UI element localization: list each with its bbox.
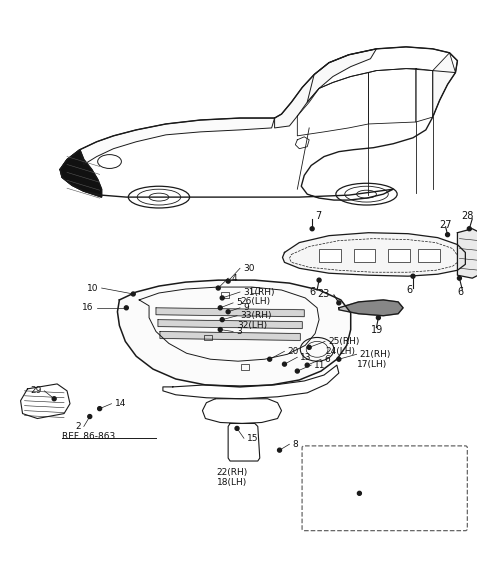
Text: 24(LH): 24(LH)	[325, 347, 355, 356]
Text: 30: 30	[243, 264, 254, 273]
Circle shape	[457, 276, 461, 280]
FancyBboxPatch shape	[302, 446, 468, 531]
Bar	[418, 249, 440, 262]
Text: 11: 11	[314, 361, 325, 370]
Text: 6: 6	[406, 285, 412, 295]
Circle shape	[235, 426, 239, 430]
Circle shape	[337, 357, 341, 361]
Circle shape	[220, 296, 224, 300]
Polygon shape	[283, 232, 466, 276]
Text: 9: 9	[243, 303, 249, 312]
Text: 29: 29	[30, 387, 41, 395]
Text: 20: 20	[288, 347, 299, 356]
Circle shape	[445, 232, 450, 237]
Circle shape	[305, 363, 309, 367]
Text: 3: 3	[236, 327, 242, 336]
Circle shape	[218, 328, 222, 332]
Bar	[363, 495, 383, 519]
Circle shape	[97, 406, 102, 411]
Text: 14: 14	[114, 399, 126, 408]
Polygon shape	[275, 49, 376, 128]
Polygon shape	[160, 332, 300, 340]
Text: 27: 27	[440, 220, 452, 230]
Circle shape	[226, 310, 230, 314]
Polygon shape	[433, 53, 456, 117]
Polygon shape	[457, 229, 480, 278]
Text: 13: 13	[300, 353, 312, 361]
Circle shape	[218, 306, 222, 310]
Polygon shape	[60, 150, 102, 197]
Text: 2: 2	[75, 422, 81, 431]
Bar	[319, 249, 341, 262]
Text: 28: 28	[461, 211, 474, 221]
Circle shape	[310, 227, 314, 231]
Text: 4: 4	[231, 274, 237, 283]
Text: 26(LH): 26(LH)	[240, 297, 270, 307]
Text: 17(LH): 17(LH)	[357, 360, 387, 369]
Bar	[241, 364, 249, 370]
Polygon shape	[80, 118, 275, 165]
Text: 33(RH): 33(RH)	[240, 311, 272, 320]
Circle shape	[317, 278, 321, 282]
Circle shape	[307, 345, 311, 349]
Text: 18(LH): 18(LH)	[217, 478, 247, 487]
Text: 7: 7	[315, 211, 322, 221]
Circle shape	[283, 362, 287, 366]
Circle shape	[226, 279, 230, 283]
Circle shape	[411, 274, 415, 278]
Text: 8: 8	[292, 440, 298, 449]
Circle shape	[216, 286, 220, 290]
Circle shape	[337, 301, 341, 305]
Circle shape	[88, 415, 92, 419]
Polygon shape	[339, 300, 403, 316]
Circle shape	[468, 227, 471, 231]
Text: 6: 6	[457, 287, 464, 297]
Text: 12: 12	[390, 506, 401, 515]
Circle shape	[124, 306, 128, 310]
Text: 22(RH): 22(RH)	[216, 468, 248, 477]
Text: 10: 10	[87, 284, 99, 293]
Polygon shape	[158, 319, 302, 329]
Circle shape	[277, 448, 281, 452]
Circle shape	[358, 491, 361, 495]
Polygon shape	[118, 280, 351, 387]
Text: 32(LH): 32(LH)	[237, 321, 267, 330]
Text: 6: 6	[309, 287, 315, 297]
Circle shape	[52, 397, 56, 401]
Text: 34(LH): 34(LH)	[419, 510, 449, 520]
Bar	[388, 249, 410, 262]
Text: 35(RH): 35(RH)	[419, 499, 450, 507]
Text: 21(RH): 21(RH)	[360, 350, 391, 359]
Text: 16: 16	[82, 303, 94, 312]
Text: 25(RH): 25(RH)	[328, 337, 360, 346]
Text: 19: 19	[371, 325, 383, 335]
Circle shape	[131, 292, 135, 296]
Polygon shape	[156, 308, 304, 317]
Circle shape	[220, 318, 224, 322]
Bar	[221, 292, 229, 298]
Bar	[354, 249, 375, 262]
Text: 15: 15	[247, 434, 258, 443]
Circle shape	[376, 316, 380, 319]
Text: (W/FOG LAMP): (W/FOG LAMP)	[312, 455, 386, 464]
Text: 5: 5	[236, 298, 242, 307]
Text: REF. 86-863: REF. 86-863	[62, 432, 115, 441]
Bar	[251, 287, 259, 293]
Circle shape	[295, 369, 300, 373]
Circle shape	[268, 357, 272, 361]
Text: 31(RH): 31(RH)	[243, 287, 275, 297]
Text: 6: 6	[324, 354, 330, 364]
Bar	[204, 335, 212, 340]
Text: 23: 23	[317, 289, 329, 299]
